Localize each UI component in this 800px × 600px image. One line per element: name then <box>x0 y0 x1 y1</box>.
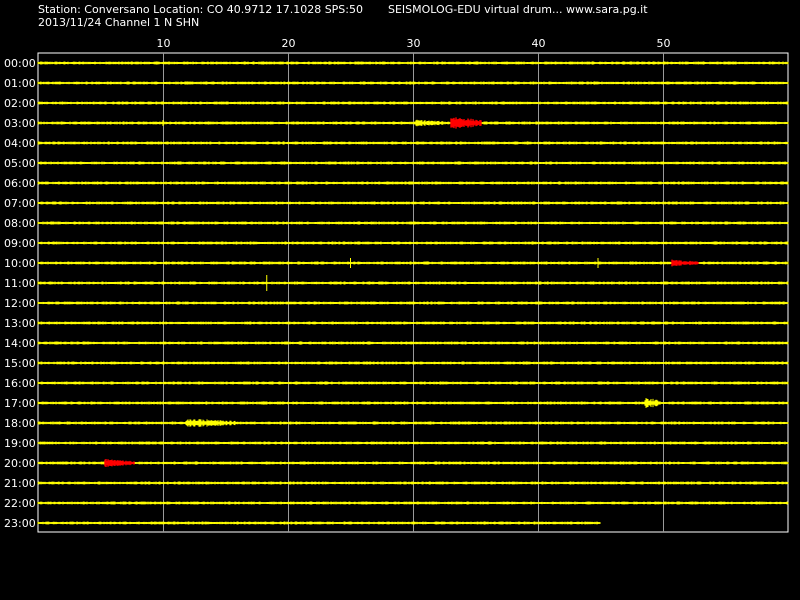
hour-trace <box>37 341 789 345</box>
hour-trace <box>37 61 789 65</box>
hour-trace <box>37 301 789 305</box>
hour-trace <box>37 521 601 525</box>
hour-trace <box>37 481 789 485</box>
hour-label: 14:00 <box>4 337 36 350</box>
hour-label: 11:00 <box>4 277 36 290</box>
hour-label: 19:00 <box>4 437 36 450</box>
hour-trace <box>37 221 789 225</box>
hour-label: 00:00 <box>4 57 36 70</box>
hour-trace <box>37 501 789 505</box>
hour-label: 06:00 <box>4 177 36 190</box>
event-trace <box>450 117 482 129</box>
hour-trace <box>37 181 789 185</box>
minute-tick-label: 20 <box>282 37 296 50</box>
hour-label: 21:00 <box>4 477 36 490</box>
hour-trace <box>37 261 789 265</box>
hour-label: 23:00 <box>4 517 36 530</box>
hour-trace <box>37 201 789 205</box>
hour-trace <box>37 101 789 105</box>
hour-label: 17:00 <box>4 397 36 410</box>
hour-label: 08:00 <box>4 217 36 230</box>
hour-label: 12:00 <box>4 297 36 310</box>
hour-trace <box>37 361 789 365</box>
hour-label: 15:00 <box>4 357 36 370</box>
hour-trace <box>37 321 789 325</box>
hour-trace <box>37 398 789 408</box>
hour-trace <box>37 281 789 285</box>
minute-tick-label: 50 <box>657 37 671 50</box>
hour-trace <box>37 161 789 165</box>
hour-label: 16:00 <box>4 377 36 390</box>
hour-label: 04:00 <box>4 137 36 150</box>
hour-trace <box>37 441 789 445</box>
hour-trace <box>37 241 789 245</box>
hour-trace <box>37 141 789 145</box>
hour-label: 13:00 <box>4 317 36 330</box>
minute-tick-label: 40 <box>532 37 546 50</box>
app-title: SEISMOLOG-EDU virtual drum... www.sara.p… <box>388 3 648 16</box>
event-trace <box>671 259 699 267</box>
hour-label: 07:00 <box>4 197 36 210</box>
minute-tick-label: 10 <box>157 37 171 50</box>
date-channel-info: 2013/11/24 Channel 1 N SHN <box>38 16 200 29</box>
hour-label: 10:00 <box>4 257 36 270</box>
hour-label: 18:00 <box>4 417 36 430</box>
hour-label: 20:00 <box>4 457 36 470</box>
hour-label: 01:00 <box>4 77 36 90</box>
hour-trace <box>37 81 789 85</box>
hour-trace <box>37 119 789 127</box>
hour-trace <box>37 461 789 465</box>
hour-label: 09:00 <box>4 237 36 250</box>
hour-label: 05:00 <box>4 157 36 170</box>
hour-trace <box>37 381 789 385</box>
hour-label: 03:00 <box>4 117 36 130</box>
event-trace <box>104 459 135 467</box>
station-info: Station: Conversano Location: CO 40.9712… <box>38 3 363 16</box>
hour-label: 02:00 <box>4 97 36 110</box>
minute-tick-label: 30 <box>407 37 421 50</box>
hour-trace <box>37 419 789 427</box>
hour-label: 22:00 <box>4 497 36 510</box>
